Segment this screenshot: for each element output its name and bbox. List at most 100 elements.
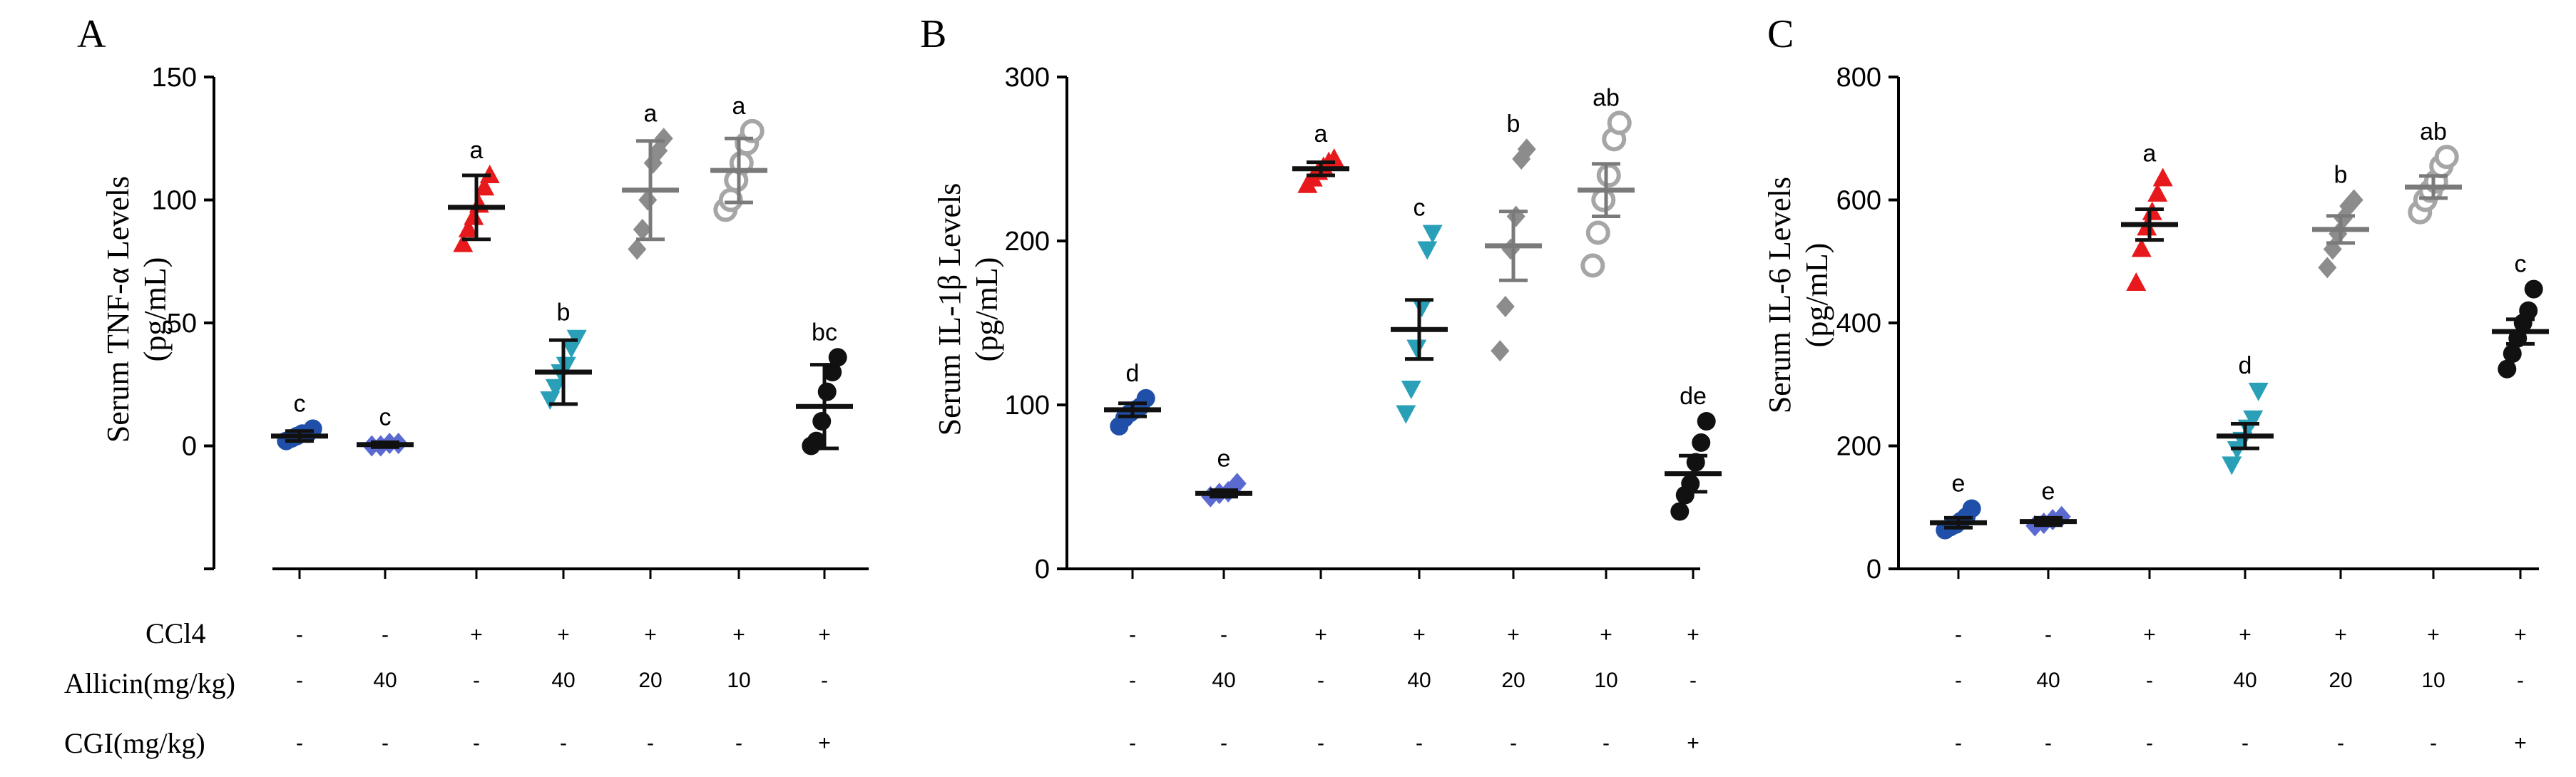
data-point <box>823 363 842 381</box>
significance-label: c <box>1414 195 1426 222</box>
panel-letter: C <box>1767 12 1794 56</box>
axes-layer: 0 50 100 150 0 100 200 300 0 200 400 600 800 <box>152 63 2539 585</box>
significance-label: d <box>1126 360 1140 387</box>
data-point <box>2434 145 2459 170</box>
table-cell: - <box>1220 623 1227 647</box>
y-tick-label: 150 <box>152 63 197 93</box>
table-cell: - <box>1690 669 1697 692</box>
group-6: ab <box>2405 118 2462 225</box>
significance-label: b <box>557 299 571 326</box>
data-point <box>2126 272 2147 291</box>
table-cell: - <box>382 731 389 755</box>
panel-b: B Serum IL-1β Levels (pg/mL) <box>920 12 1004 436</box>
y-tick-label: 300 <box>1005 63 1050 93</box>
y-tick-label: 400 <box>1836 309 1881 339</box>
data-point <box>474 177 495 196</box>
table-cell: + <box>1600 623 1612 647</box>
data-point <box>628 238 647 260</box>
table-cell: - <box>296 669 303 692</box>
chart-axes: 0 50 100 150 <box>152 63 869 579</box>
table-cell: - <box>473 669 480 692</box>
table-cell: - <box>1955 669 1962 692</box>
significance-label: ab <box>1593 84 1620 111</box>
data-point <box>740 118 765 143</box>
data-point <box>1596 163 1621 187</box>
table-cell: - <box>296 731 303 755</box>
table-cell: - <box>2337 731 2344 755</box>
data-point <box>2498 359 2517 379</box>
table-cell: - <box>1416 731 1423 755</box>
significance-label: bc <box>812 319 837 346</box>
table-cell: - <box>1129 669 1136 692</box>
significance-label: a <box>644 100 658 127</box>
panel-a: A Serum TNF-α Levels (pg/mL) - - + + + +… <box>77 12 831 647</box>
table-cell: - <box>2517 669 2524 692</box>
group-5: a <box>622 100 679 260</box>
table-cell: 20 <box>2329 669 2352 692</box>
row-name-ccl4: CCl4 <box>145 617 205 649</box>
table-cell: 40 <box>373 669 397 692</box>
data-point <box>1670 502 1690 521</box>
y-tick-label: 100 <box>1005 391 1050 421</box>
table-cell: - <box>1129 623 1136 647</box>
table-cell: - <box>2146 669 2153 692</box>
y-axis-label: Serum IL-1β Levels <box>932 183 967 436</box>
significance-label: a <box>732 93 746 120</box>
table-cell: 20 <box>1501 669 1525 692</box>
data-point <box>1406 339 1427 359</box>
table-cell: 20 <box>638 669 662 692</box>
group-1: d <box>1104 360 1161 436</box>
table-cell: - <box>1129 731 1136 755</box>
table-cell: 10 <box>727 669 750 692</box>
significance-label: de <box>1680 383 1707 410</box>
table-cell: + <box>1314 623 1327 647</box>
table-cell: + <box>1687 623 1700 647</box>
group-1: e <box>1930 470 1987 540</box>
data-point <box>458 218 479 237</box>
data-point <box>1580 253 1605 278</box>
significance-label: a <box>1314 120 1328 148</box>
row-name-cgi: CGI(mg/kg) <box>64 727 205 759</box>
data-point <box>1411 299 1432 317</box>
group-3: a <box>1292 120 1349 193</box>
data-point <box>2344 189 2363 211</box>
data-point <box>1591 187 1616 212</box>
data-point <box>633 218 652 240</box>
y-tick-label: 0 <box>182 432 197 462</box>
significance-label: c <box>2515 251 2527 278</box>
row-label: + <box>644 623 657 647</box>
row-label: + <box>818 623 831 647</box>
table-cell: + <box>1687 731 1700 755</box>
panel-letter: A <box>77 12 106 56</box>
panel-letter: B <box>920 12 946 56</box>
data-point <box>2503 344 2522 364</box>
table-cell: - <box>821 669 828 692</box>
y-axis-label-unit: (pg/mL) <box>1799 243 1834 348</box>
data-point <box>1501 238 1520 260</box>
table-cell: + <box>2239 623 2252 647</box>
data-point <box>828 348 847 367</box>
table-cell: 40 <box>2036 669 2060 692</box>
table-cell: - <box>1220 731 1227 755</box>
table-cell: - <box>1317 731 1324 755</box>
table-cell: - <box>1317 669 1324 692</box>
chart-axes: 0 200 400 600 800 <box>1836 63 2539 585</box>
group-4: c <box>1391 195 1448 424</box>
data-point <box>556 356 576 376</box>
row-label: - <box>296 623 303 647</box>
table-cell: 40 <box>1212 669 1235 692</box>
y-tick-label: 800 <box>1836 63 1881 93</box>
significance-label: a <box>2143 140 2157 167</box>
y-axis-label-unit: (pg/mL) <box>138 257 173 362</box>
row-label: + <box>557 623 570 647</box>
group-5: b <box>2312 162 2369 279</box>
data-point <box>453 233 474 252</box>
data-point <box>654 128 673 150</box>
significance-label: e <box>2042 478 2055 505</box>
y-tick-label: 0 <box>1035 555 1050 585</box>
data-point <box>2222 456 2242 475</box>
table-cell: + <box>2334 623 2347 647</box>
table-cell: 40 <box>551 669 575 692</box>
table-cell: - <box>2045 623 2052 647</box>
